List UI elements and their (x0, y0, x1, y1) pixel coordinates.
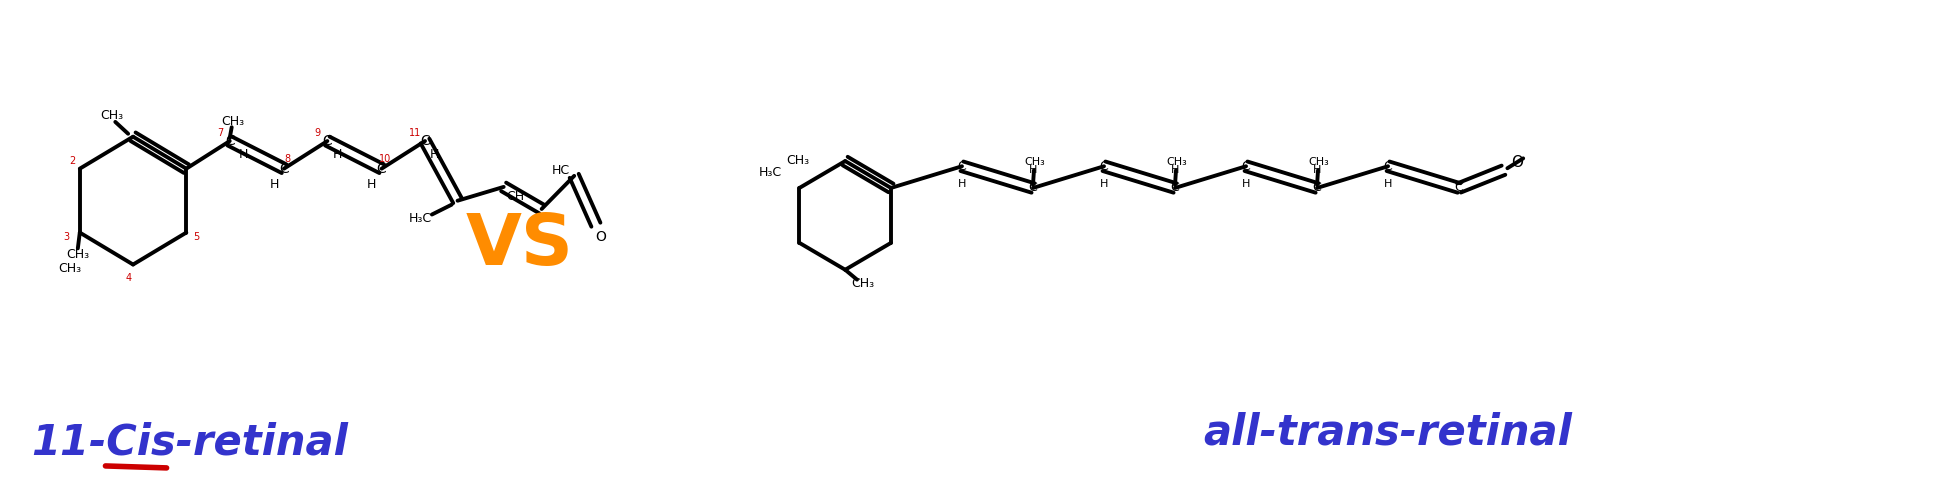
Text: C: C (1384, 160, 1392, 173)
Text: C: C (1101, 160, 1108, 173)
Text: 4: 4 (124, 273, 132, 283)
Text: H: H (1029, 165, 1036, 175)
Text: CH₃: CH₃ (221, 115, 245, 128)
Text: 11-Cis-retinal: 11-Cis-retinal (31, 421, 347, 463)
Text: C: C (957, 160, 967, 173)
Text: 7: 7 (217, 128, 223, 138)
Text: C: C (225, 134, 235, 148)
Text: 8: 8 (285, 154, 291, 164)
Text: CH₃: CH₃ (58, 262, 82, 274)
Text: CH₃: CH₃ (852, 277, 875, 290)
Text: H₃C: H₃C (759, 166, 782, 179)
Text: C: C (419, 134, 429, 148)
Text: CH₃: CH₃ (66, 248, 89, 261)
Text: H: H (957, 179, 967, 189)
Text: C: C (1170, 181, 1180, 195)
Text: 2: 2 (68, 156, 76, 166)
Text: H: H (1101, 179, 1108, 189)
Text: 11: 11 (410, 128, 421, 138)
Text: C: C (377, 162, 386, 175)
Text: 3: 3 (62, 231, 70, 242)
Text: H: H (1312, 165, 1322, 175)
Text: H: H (1170, 165, 1180, 175)
Text: O: O (1512, 155, 1524, 170)
Text: CH₃: CH₃ (786, 154, 809, 167)
Text: CH₃: CH₃ (99, 108, 122, 122)
Text: H: H (367, 178, 377, 191)
Text: H: H (332, 148, 342, 161)
Text: H: H (239, 148, 248, 161)
Text: 5: 5 (192, 231, 200, 242)
Text: H: H (431, 148, 439, 161)
Text: 10: 10 (378, 154, 392, 164)
Text: VS: VS (466, 211, 575, 279)
Text: HC: HC (551, 165, 569, 177)
Text: all-trans-retinal: all-trans-retinal (1203, 412, 1572, 453)
Text: CH: CH (507, 190, 524, 203)
Text: H: H (270, 178, 280, 191)
Text: H: H (1242, 179, 1250, 189)
Text: O: O (596, 229, 606, 244)
Text: 9: 9 (314, 128, 320, 138)
Text: C: C (1029, 181, 1036, 195)
Text: C: C (1454, 181, 1464, 195)
Text: CH₃: CH₃ (1167, 157, 1188, 167)
Text: CH₃: CH₃ (1308, 157, 1330, 167)
Text: H₃C: H₃C (408, 212, 431, 225)
Text: C: C (280, 162, 289, 175)
Text: C: C (1242, 160, 1250, 173)
Text: C: C (1312, 181, 1322, 195)
Text: CH₃: CH₃ (1025, 157, 1046, 167)
Text: C: C (322, 134, 332, 148)
Text: H: H (1384, 179, 1392, 189)
